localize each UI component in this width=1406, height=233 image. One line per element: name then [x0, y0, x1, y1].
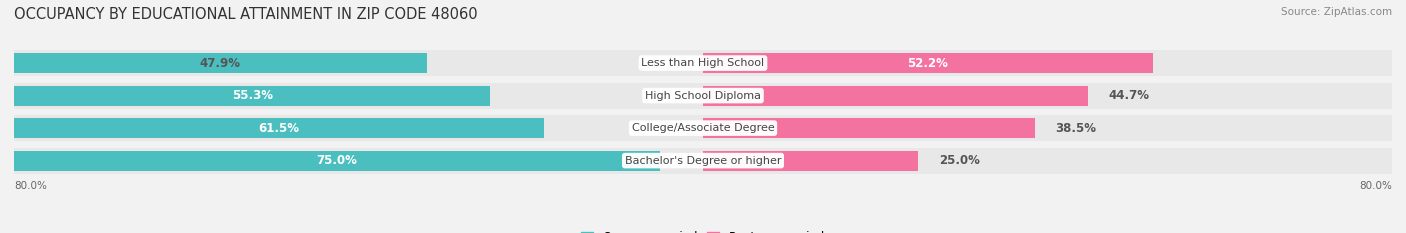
Bar	[703, 53, 1153, 73]
Text: 52.2%: 52.2%	[907, 57, 948, 70]
Bar	[14, 151, 659, 171]
Text: 44.7%: 44.7%	[1108, 89, 1150, 102]
Text: 80.0%: 80.0%	[14, 181, 46, 191]
Text: 47.9%: 47.9%	[200, 57, 240, 70]
Text: 25.0%: 25.0%	[939, 154, 980, 167]
Bar	[14, 115, 1392, 141]
Text: OCCUPANCY BY EDUCATIONAL ATTAINMENT IN ZIP CODE 48060: OCCUPANCY BY EDUCATIONAL ATTAINMENT IN Z…	[14, 7, 478, 22]
Text: Less than High School: Less than High School	[641, 58, 765, 68]
Text: 80.0%: 80.0%	[1360, 181, 1392, 191]
Bar	[14, 50, 1392, 76]
Legend: Owner-occupied, Renter-occupied: Owner-occupied, Renter-occupied	[576, 226, 830, 233]
Bar	[14, 53, 426, 73]
Bar	[703, 86, 1088, 106]
Bar	[14, 118, 544, 138]
Text: 55.3%: 55.3%	[232, 89, 273, 102]
Bar	[703, 118, 1035, 138]
Text: College/Associate Degree: College/Associate Degree	[631, 123, 775, 133]
Text: High School Diploma: High School Diploma	[645, 91, 761, 101]
Text: Source: ZipAtlas.com: Source: ZipAtlas.com	[1281, 7, 1392, 17]
Bar	[703, 151, 918, 171]
Bar	[14, 147, 1392, 174]
Text: 61.5%: 61.5%	[259, 122, 299, 135]
Text: 38.5%: 38.5%	[1056, 122, 1097, 135]
Bar	[14, 86, 491, 106]
Text: Bachelor's Degree or higher: Bachelor's Degree or higher	[624, 156, 782, 166]
Bar	[14, 82, 1392, 109]
Text: 75.0%: 75.0%	[316, 154, 357, 167]
